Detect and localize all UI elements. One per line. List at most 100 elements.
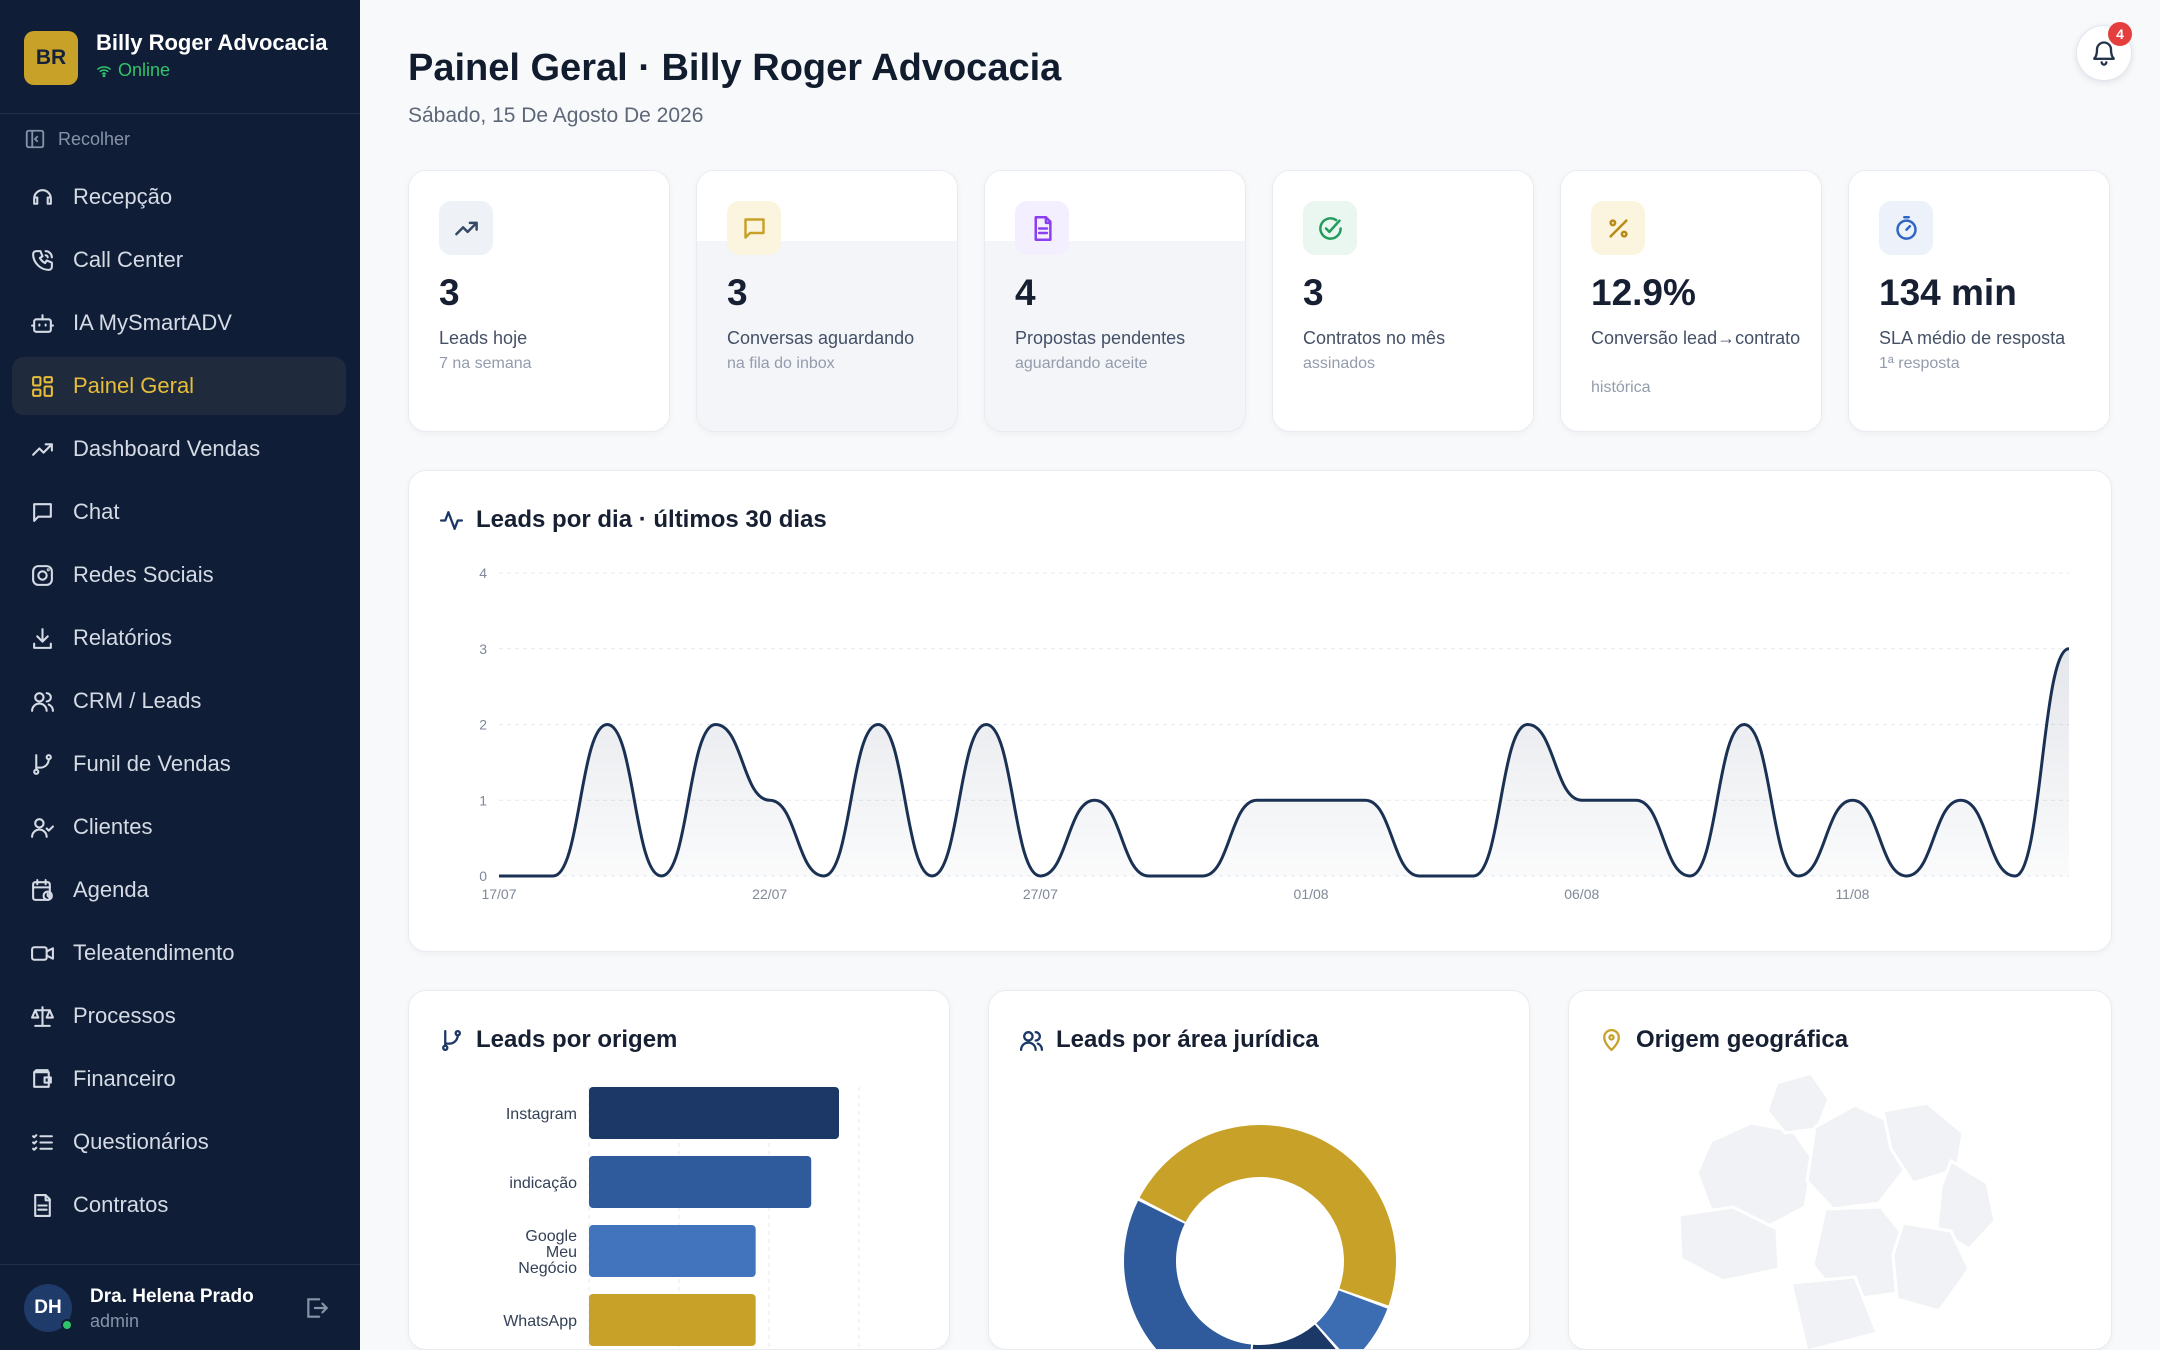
leads-by-area-donut-chart: [1124, 1124, 1396, 1349]
stat-subtext: na fila do inbox: [727, 355, 835, 372]
sidebar-item-questionarios[interactable]: Questionários: [12, 1113, 346, 1171]
sidebar-item-agenda[interactable]: Agenda: [12, 861, 346, 919]
collapse-button[interactable]: Recolher: [24, 128, 130, 150]
x-tick-label: 27/07: [1023, 886, 1058, 902]
stat-card-pending-proposals: 4 Propostas pendentes aguardando aceite: [984, 170, 1246, 432]
sidebar-item-ia-mysmartadv[interactable]: IA MySmartADV: [12, 294, 346, 352]
area-donut-slice: [1139, 1124, 1396, 1306]
sidebar-item-label: Agenda: [73, 877, 149, 902]
stat-label: Propostas pendentes: [1015, 328, 1186, 348]
user-check-icon: [31, 817, 54, 838]
y-tick-label: 4: [479, 565, 487, 581]
sidebar-item-contratos[interactable]: Contratos: [12, 1176, 346, 1234]
origin-category-label: Instagram: [506, 1106, 577, 1123]
origin-bar: [589, 1225, 756, 1277]
origin-bar: [589, 1156, 812, 1208]
stat-card-contracts-month: 3 Contratos no mês assinados: [1272, 170, 1534, 432]
sidebar-item-relatorios[interactable]: Relatórios: [12, 609, 346, 667]
users-icon: [1019, 1030, 1044, 1051]
stat-label: Conversas aguardando: [727, 328, 915, 348]
sidebar-item-dashboard-vendas[interactable]: Dashboard Vendas: [12, 420, 346, 478]
check-circle-icon: [1318, 216, 1342, 240]
sidebar-item-financeiro[interactable]: Financeiro: [12, 1050, 346, 1108]
sidebar: BR Billy Roger Advocacia Online Recolher…: [0, 0, 360, 1350]
user-initials: DH: [34, 1297, 62, 1318]
leads-by-origin-panel: Leads por origem Instagram indicação Googl…: [408, 990, 950, 1350]
sidebar-item-label: Financeiro: [73, 1066, 176, 1091]
sidebar-item-label: CRM / Leads: [73, 688, 202, 713]
y-tick-label: 3: [479, 641, 487, 657]
y-tick-label: 0: [479, 868, 487, 884]
headset-icon: [33, 188, 52, 205]
stat-icon-container: [1591, 201, 1645, 255]
sidebar-item-painel-geral[interactable]: Painel Geral: [12, 357, 346, 415]
sidebar-item-label: Call Center: [73, 247, 184, 272]
sidebar-item-processos[interactable]: Processos: [12, 987, 346, 1045]
notifications-button[interactable]: 4: [2076, 22, 2132, 81]
sidebar-item-label: IA MySmartADV: [73, 310, 232, 335]
area-donut-slice: [1124, 1200, 1252, 1349]
sidebar-item-label: Painel Geral: [73, 373, 195, 398]
sidebar-item-recepcao[interactable]: Recepção: [12, 168, 346, 226]
geographic-origin-panel: Origem geográfica: [1568, 990, 2112, 1350]
origin-category-label: indicação: [509, 1175, 577, 1192]
map-region-north-central: [1805, 1103, 1907, 1211]
git-branch-icon: [442, 1029, 461, 1051]
area-donut-slice: [1316, 1290, 1388, 1349]
stat-label: Leads hoje: [439, 328, 528, 348]
stat-subtext: assinados: [1303, 355, 1376, 372]
stat-value: 3: [439, 272, 460, 313]
file-text-icon: [34, 1193, 51, 1217]
stat-value: 134 min: [1879, 272, 2017, 313]
chat-icon: [33, 502, 52, 522]
leads-per-day-title: Leads por dia · últimos 30 dias: [476, 506, 827, 533]
sidebar-item-clientes[interactable]: Clientes: [12, 798, 346, 856]
git-branch-icon: [33, 753, 52, 775]
brand-header: BR Billy Roger Advocacia Online: [0, 0, 360, 114]
online-indicator: [61, 1319, 73, 1331]
sidebar-item-label: Redes Sociais: [73, 562, 214, 587]
sidebar-item-label: Teleatendimento: [73, 940, 235, 965]
notification-count-badge: 4: [2108, 22, 2132, 46]
stat-subtext: 7 na semana: [439, 355, 532, 372]
brand-status: Online: [96, 60, 170, 81]
sidebar-item-funil-vendas[interactable]: Funil de Vendas: [12, 735, 346, 793]
stat-card-leads-today: 3 Leads hoje 7 na semana: [408, 170, 670, 432]
percent-icon: [1608, 218, 1628, 238]
document-icon: [1034, 215, 1052, 241]
phone-icon: [32, 249, 53, 271]
brand-name: Billy Roger Advocacia: [96, 30, 328, 55]
leads-by-origin-title: Leads por origem: [476, 1026, 678, 1053]
stat-subtext: histórica: [1591, 379, 1651, 396]
user-role: admin: [90, 1311, 140, 1331]
sidebar-item-chat[interactable]: Chat: [12, 483, 346, 541]
stat-value: 3: [1303, 272, 1324, 313]
stat-card-sla: 134 min SLA médio de resposta 1ª respost…: [1848, 170, 2110, 432]
page-date: Sábado, 15 De Agosto De 2026: [408, 104, 704, 127]
main-navigation: Recepção Call Center IA MySmartADV Paine…: [12, 168, 346, 1239]
instagram-icon: [32, 564, 53, 586]
sidebar-item-label: Clientes: [73, 814, 153, 839]
sidebar-item-teleatendimento[interactable]: Teleatendimento: [12, 924, 346, 982]
x-tick-label: 01/08: [1294, 886, 1329, 902]
sidebar-item-crm-leads[interactable]: CRM / Leads: [12, 672, 346, 730]
area-donut-slice: [1252, 1324, 1336, 1349]
stat-icon-container: [1879, 201, 1933, 255]
geographic-origin-title: Origem geográfica: [1636, 1026, 1849, 1053]
wifi-icon: [97, 65, 111, 77]
brazil-map: [1677, 1071, 1997, 1349]
user-avatar[interactable]: DH: [24, 1284, 73, 1332]
sidebar-item-label: Funil de Vendas: [73, 751, 231, 776]
video-icon: [31, 945, 54, 961]
activity-icon: [439, 510, 464, 530]
sidebar-item-redes-sociais[interactable]: Redes Sociais: [12, 546, 346, 604]
collapse-label: Recolher: [58, 128, 131, 149]
map-region-west: [1677, 1205, 1781, 1283]
panel-title: Leads por origem: [439, 1026, 677, 1054]
sidebar-item-call-center[interactable]: Call Center: [12, 231, 346, 289]
y-tick-label: 1: [479, 792, 487, 808]
sidebar-item-label: Questionários: [73, 1129, 209, 1154]
logout-icon[interactable]: [304, 1295, 330, 1321]
sidebar-item-label: Processos: [73, 1003, 176, 1028]
stats-cards: 3 Leads hoje 7 na semana 3 Conversas agu…: [408, 170, 2112, 432]
